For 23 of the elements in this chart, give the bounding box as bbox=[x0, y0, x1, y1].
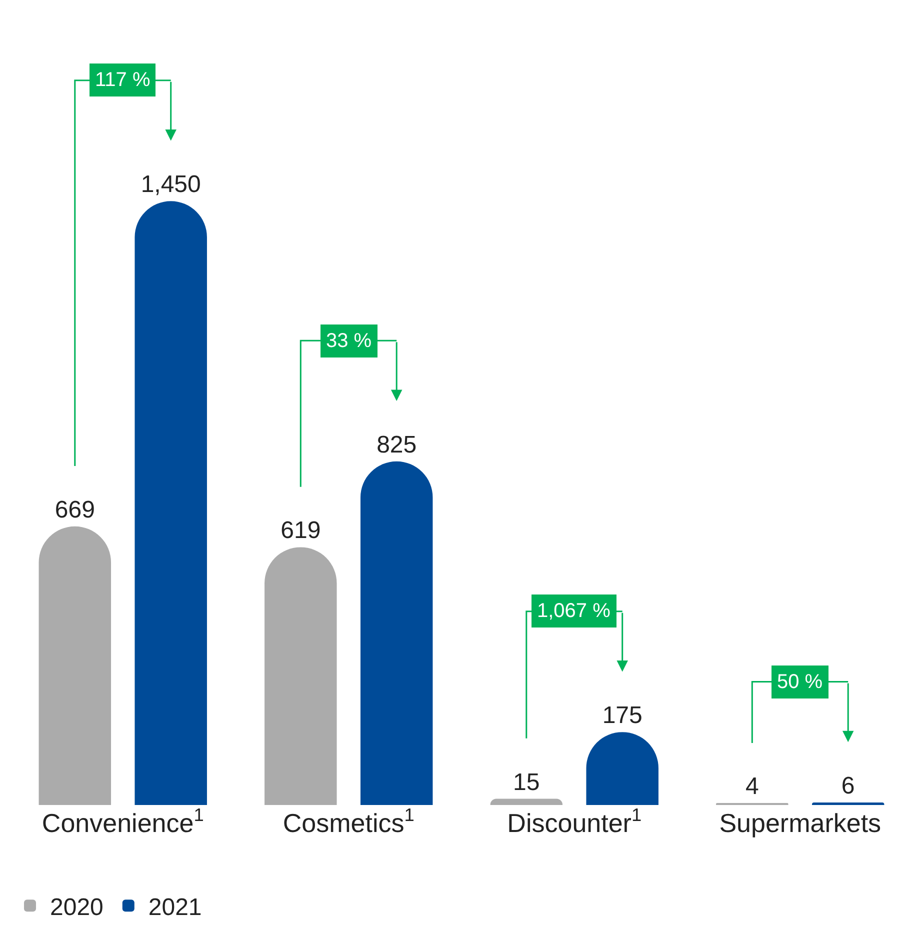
data-label: 1,450 bbox=[140, 171, 201, 198]
bar bbox=[490, 798, 563, 805]
legend-label: 2021 bbox=[148, 894, 202, 921]
data-label: 619 bbox=[280, 517, 321, 544]
annotation: 33 % bbox=[326, 330, 372, 352]
x-tick-label: Cosmetics$^{1}$ bbox=[282, 805, 414, 838]
x-tick-label: Supermarkets bbox=[719, 808, 882, 838]
annotation: 1,067 % bbox=[537, 600, 611, 622]
bar bbox=[360, 461, 433, 805]
data-label: 6 bbox=[841, 772, 855, 800]
data-label: 825 bbox=[376, 431, 417, 458]
x-tick-label: Discounter$^{1}$ bbox=[507, 805, 642, 838]
bar bbox=[264, 547, 337, 805]
legend-label: 2020 bbox=[50, 894, 104, 921]
bar bbox=[134, 201, 207, 805]
data-label: 175 bbox=[602, 702, 642, 730]
data-label: 15 bbox=[513, 768, 540, 796]
x-tick-label: Convenience$^{1}$ bbox=[42, 805, 204, 838]
data-label: 4 bbox=[745, 773, 759, 800]
text: 117 % bbox=[95, 69, 150, 91]
annotation: 50 % bbox=[777, 671, 823, 693]
bar bbox=[38, 526, 112, 805]
data-label: 669 bbox=[54, 496, 95, 524]
